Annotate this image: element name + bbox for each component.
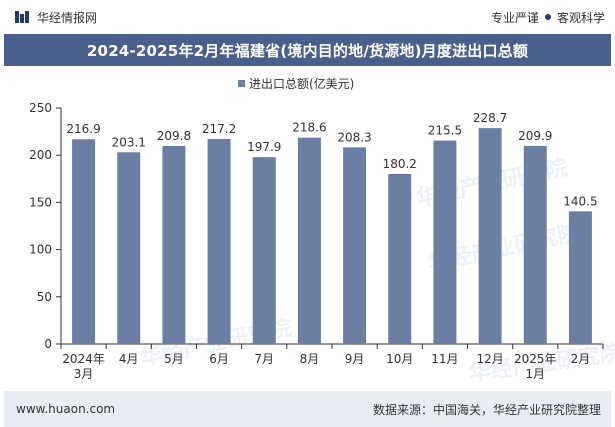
x-tick-label: 10月 [386,352,413,366]
x-tick-label: 5月 [164,352,184,366]
x-tick-label: 11月 [431,352,458,366]
slogan-right: 客观科学 [556,10,605,25]
x-tick-label-line: 9月 [345,352,365,366]
y-tick-label: 200 [29,148,52,162]
footer: www.huaon.com 数据来源：中国海关，华经产业研究院整理 [4,391,611,427]
data-label: 197.9 [247,140,281,154]
x-tick-label-line: 2024年 [62,352,105,366]
x-tick-label-line: 6月 [209,352,229,366]
y-tick-label: 250 [29,101,52,115]
data-label: 140.5 [563,194,597,208]
y-tick-label: 100 [29,243,52,257]
chart-title-bar: 2024-2025年2月年福建省(境内目的地/货源地)月度进出口总额 [4,34,611,66]
data-label: 208.3 [337,130,371,144]
bar [388,173,412,344]
bar [478,128,502,344]
data-label: 209.8 [157,129,191,143]
bar [207,138,231,344]
x-tick-label: 6月 [209,352,229,366]
x-tick-label: 12月 [476,352,503,366]
bar [72,139,96,344]
x-tick-label-line: 4月 [119,352,139,366]
y-tick-label: 0 [44,337,52,351]
x-tick-label: 9月 [345,352,365,366]
x-tick-label: 4月 [119,352,139,366]
x-tick-label-line: 5月 [164,352,184,366]
x-tick-label-line: 1月 [525,367,545,381]
legend-label: 进出口总额(亿美元) [249,76,354,91]
data-label: 209.9 [518,129,552,143]
data-label: 217.2 [202,122,236,136]
slogan: 专业严谨 客观科学 [491,9,605,26]
x-tick-label-line: 2025年 [514,352,557,366]
y-tick-label: 150 [29,195,52,209]
bar-chart: 华经产业研究院华经产业研究院华经产业研究院华经产业研究院进出口总额(亿美元)05… [29,76,615,387]
footer-source: 数据来源：中国海关，华经产业研究院整理 [372,402,601,417]
chart-title: 2024-2025年2月年福建省(境内目的地/货源地)月度进出口总额 [86,41,529,60]
slogan-left: 专业严谨 [490,10,539,25]
huaon-logo-icon [14,9,30,25]
data-label: 180.2 [383,157,417,171]
brand: 华经情报网 [14,9,97,26]
data-label: 203.1 [112,135,146,149]
bar [568,211,592,344]
x-tick-label: 2月 [571,352,591,366]
top-bar: 华经情报网 专业严谨 客观科学 [0,0,615,34]
x-tick-label-line: 2月 [571,352,591,366]
bar [343,147,367,344]
bar [162,145,186,344]
data-label: 228.7 [473,111,507,125]
footer-website[interactable]: www.huaon.com [16,402,116,416]
x-tick-label-line: 8月 [300,352,320,366]
data-label: 216.9 [66,122,100,136]
x-tick-label-line: 10月 [386,352,413,366]
x-tick-label-line: 12月 [476,352,503,366]
bar [252,157,276,344]
data-label: 215.5 [428,124,462,138]
data-label: 218.6 [292,121,326,135]
x-tick-label: 2025年 1月 [514,352,557,381]
bar [433,140,457,344]
bar [117,152,141,344]
bar [523,145,547,344]
x-tick-label: 2024年 3月 [62,352,105,381]
x-tick-label-line: 3月 [74,367,94,381]
x-tick-label: 8月 [300,352,320,366]
legend-swatch [238,80,245,87]
bar [297,137,321,344]
brand-name[interactable]: 华经情报网 [37,10,98,25]
x-tick-label-line: 7月 [254,352,274,366]
y-tick-label: 50 [37,290,52,304]
bullet-dot-icon [544,14,551,20]
x-tick-label: 7月 [254,352,274,366]
x-tick-label-line: 11月 [431,352,458,366]
chart-area: 华经产业研究院华经产业研究院华经产业研究院华经产业研究院进出口总额(亿美元)05… [0,66,615,391]
